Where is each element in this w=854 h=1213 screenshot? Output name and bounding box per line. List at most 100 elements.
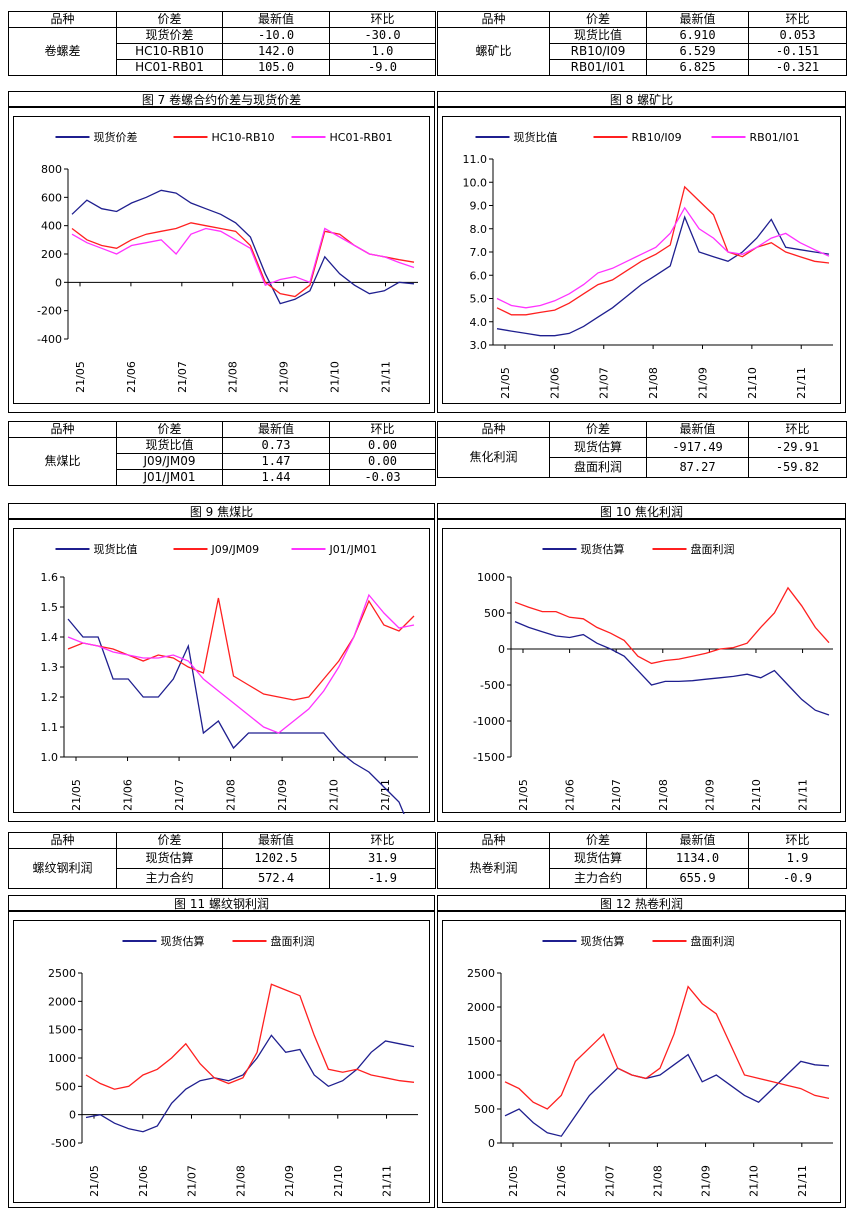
change-value: 1.9 bbox=[748, 848, 847, 869]
table-header-cell: 品种 bbox=[437, 11, 550, 28]
spread-label: HC10-RB10 bbox=[116, 43, 223, 60]
x-tick-label: 21/11 bbox=[381, 1165, 394, 1197]
y-tick-label: 1.3 bbox=[41, 661, 59, 674]
y-tick-label: 1.2 bbox=[41, 691, 59, 704]
latest-value: 1.47 bbox=[222, 453, 330, 470]
figure-title-11: 图 11 螺纹钢利润 bbox=[8, 895, 435, 911]
table-header-cell: 环比 bbox=[329, 832, 436, 849]
legend-label: 现货比值 bbox=[514, 130, 558, 144]
y-tick-label: 11.0 bbox=[463, 153, 488, 166]
y-tick-label: 1.4 bbox=[41, 631, 59, 644]
spread-label: 主力合约 bbox=[549, 868, 647, 889]
table-header-cell: 品种 bbox=[437, 421, 550, 438]
x-tick-label: 21/10 bbox=[750, 779, 763, 811]
y-tick-label: 1500 bbox=[48, 1024, 76, 1037]
figure-title-9: 图 9 焦煤比 bbox=[8, 503, 435, 519]
legend-label: 现货比值 bbox=[94, 542, 138, 556]
table-header-cell: 价差 bbox=[116, 832, 223, 849]
table-header-cell: 环比 bbox=[329, 11, 436, 28]
x-tick-label: 21/07 bbox=[603, 1165, 616, 1197]
figure-title-10: 图 10 焦化利润 bbox=[437, 503, 846, 519]
x-tick-label: 21/05 bbox=[88, 1165, 101, 1197]
table-row: 盘面利润 87.27 -59.82 bbox=[438, 457, 847, 478]
legend-label: 盘面利润 bbox=[691, 542, 735, 556]
x-tick-label: 21/06 bbox=[122, 779, 135, 811]
series-line-1 bbox=[71, 222, 415, 298]
x-tick-label: 21/08 bbox=[234, 1165, 247, 1197]
y-tick-label: 0 bbox=[55, 276, 62, 289]
latest-value: 6.825 bbox=[646, 59, 749, 76]
y-tick-label: 2000 bbox=[467, 1001, 495, 1014]
chart-panel-8: 现货比值 RB10/I09 RB01/I01 11.0 10.0 9.0 8.0 7.0 6.0… bbox=[437, 107, 846, 413]
latest-value: 6.529 bbox=[646, 43, 749, 60]
spread-label: RB01/I01 bbox=[549, 59, 647, 76]
x-tick-label: 21/05 bbox=[507, 1165, 520, 1197]
y-tick-label: 500 bbox=[55, 1080, 76, 1093]
change-value: -0.151 bbox=[748, 43, 847, 60]
latest-value: -10.0 bbox=[222, 27, 330, 44]
y-tick-label: 7.0 bbox=[470, 246, 488, 259]
x-tick-label: 21/10 bbox=[328, 779, 341, 811]
x-tick-label: 21/06 bbox=[555, 1165, 568, 1197]
table-header-cell: 品种 bbox=[437, 832, 550, 849]
legend-label: 盘面利润 bbox=[691, 934, 735, 948]
series-line-0 bbox=[71, 189, 415, 305]
y-tick-label: 0 bbox=[498, 643, 505, 656]
chart-panel-11: 现货估算 盘面利润 2500 2000 1500 1000 500 0 -500 21/05 21/… bbox=[8, 911, 435, 1208]
x-tick-label: 21/08 bbox=[651, 1165, 664, 1197]
spread-label: 主力合约 bbox=[116, 868, 223, 889]
y-tick-label: 2500 bbox=[467, 967, 495, 980]
y-tick-label: 3.0 bbox=[470, 339, 488, 352]
series-line-1 bbox=[514, 586, 830, 665]
x-tick-label: 21/10 bbox=[748, 1165, 761, 1197]
x-tick-label: 21/08 bbox=[657, 779, 670, 811]
x-tick-label: 21/05 bbox=[74, 361, 87, 393]
table-row: 热卷利润 现货估算 1134.0 1.9 bbox=[437, 848, 847, 889]
y-tick-label: 10.0 bbox=[463, 176, 488, 189]
y-tick-label: 1000 bbox=[477, 571, 505, 584]
legend-label: RB10/I09 bbox=[632, 131, 682, 144]
change-value: -9.0 bbox=[329, 59, 436, 76]
y-tick-label: 2000 bbox=[48, 995, 76, 1008]
change-value: -30.0 bbox=[329, 27, 436, 44]
chart-9: 现货比值 J09/JM09 J01/JM01 1.6 1.5 1.4 1.3 1.2 1.1 1.… bbox=[41, 542, 418, 839]
x-tick-label: 21/10 bbox=[332, 1165, 345, 1197]
legend-label: HC10-RB10 bbox=[212, 131, 275, 144]
table-header-cell: 最新值 bbox=[222, 11, 330, 28]
figure-title-7: 图 7 卷螺合约价差与现货价差 bbox=[8, 91, 435, 107]
change-value: -0.321 bbox=[748, 59, 847, 76]
spread-label: 现货估算 bbox=[549, 848, 647, 869]
x-tick-label: 21/06 bbox=[137, 1165, 150, 1197]
x-tick-label: 21/07 bbox=[173, 779, 186, 811]
table-header-cell: 环比 bbox=[748, 832, 847, 849]
series-line-0 bbox=[496, 215, 830, 337]
y-tick-label: 1500 bbox=[467, 1035, 495, 1048]
x-tick-label: 21/07 bbox=[598, 367, 611, 399]
chart-panel-7: 现货价差 HC10-RB10 HC01-RB01 800 600 400 200 0 -200 -… bbox=[8, 107, 435, 413]
x-tick-label: 21/06 bbox=[564, 779, 577, 811]
y-tick-label: 6.0 bbox=[470, 269, 488, 282]
table-header-cell: 环比 bbox=[329, 421, 436, 438]
figure-title-12: 图 12 热卷利润 bbox=[437, 895, 846, 911]
change-value: -59.82 bbox=[748, 457, 847, 478]
y-tick-label: 500 bbox=[484, 607, 505, 620]
y-tick-label: 1.0 bbox=[41, 751, 59, 764]
table-row: J01/JM01 1.44 -0.03 bbox=[9, 469, 436, 486]
table-rb-ore-ratio: 品种 价差 最新值 环比 螺矿比 现货比值 6.910 0.053 RB10/I09 6.529-… bbox=[437, 11, 847, 76]
x-tick-label: 21/09 bbox=[700, 1165, 713, 1197]
spread-label: RB10/I09 bbox=[549, 43, 647, 60]
x-tick-label: 21/07 bbox=[176, 361, 189, 393]
legend-label: 现货估算 bbox=[581, 542, 625, 556]
change-value: 0.00 bbox=[329, 437, 436, 454]
x-tick-label: 21/06 bbox=[125, 361, 138, 393]
change-value: 1.0 bbox=[329, 43, 436, 60]
latest-value: -917.49 bbox=[646, 437, 749, 458]
x-tick-label: 21/08 bbox=[647, 367, 660, 399]
table-header-cell: 价差 bbox=[549, 421, 647, 438]
legend-label: 现货估算 bbox=[161, 934, 205, 948]
spread-label: HC01-RB01 bbox=[116, 59, 223, 76]
x-tick-label: 21/10 bbox=[746, 367, 759, 399]
legend-label: J09/JM09 bbox=[211, 543, 260, 556]
y-tick-label: 9.0 bbox=[470, 200, 488, 213]
series-line-0 bbox=[85, 1034, 415, 1133]
